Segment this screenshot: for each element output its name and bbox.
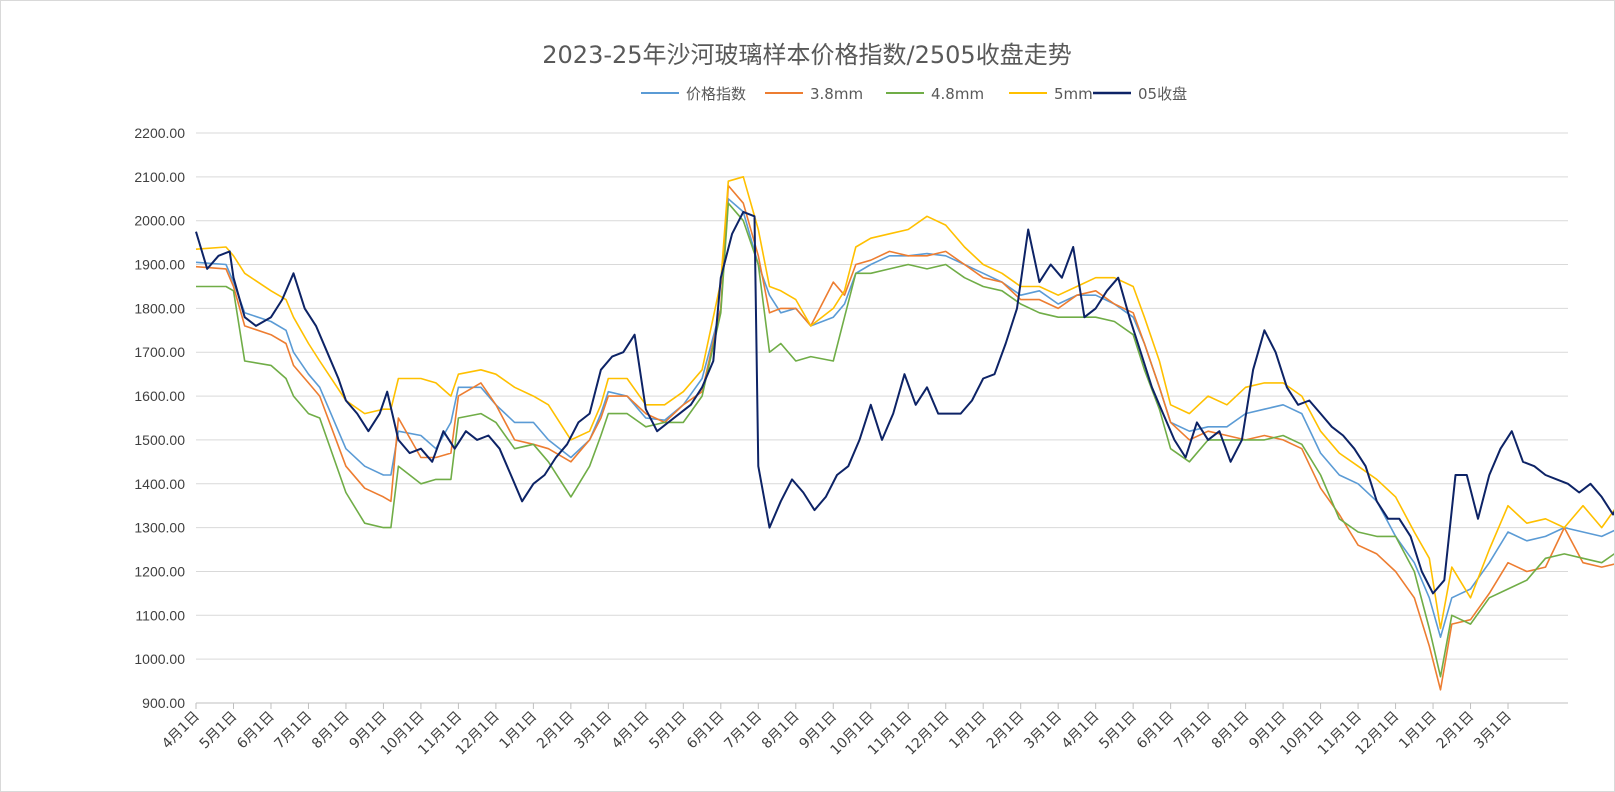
x-tick-label: 6月1日 xyxy=(684,709,728,753)
x-tick-label: 4月1日 xyxy=(1059,709,1103,753)
y-tick-label: 1000.00 xyxy=(134,651,185,667)
x-tick-label: 5月1日 xyxy=(646,709,690,753)
x-tick-label: 2月1日 xyxy=(534,709,578,753)
x-tick-label: 4月1日 xyxy=(609,709,653,753)
x-tick-label: 1月1日 xyxy=(496,709,540,753)
y-tick-label: 2000.00 xyxy=(134,213,185,229)
x-tick-label: 7月1日 xyxy=(1171,709,1215,753)
legend-label-2: 4.8mm xyxy=(931,85,984,103)
x-tick-label: 6月1日 xyxy=(234,709,278,753)
x-tick-label: 1月1日 xyxy=(1396,709,1440,753)
y-tick-label: 1900.00 xyxy=(134,257,185,273)
x-tick-label: 5月1日 xyxy=(1096,709,1140,753)
y-tick-label: 1500.00 xyxy=(134,432,185,448)
x-tick-label: 8月1日 xyxy=(1209,709,1253,753)
x-tick-label: 7月1日 xyxy=(721,709,765,753)
x-tick-label: 2月1日 xyxy=(984,709,1028,753)
y-tick-label: 1600.00 xyxy=(134,388,185,404)
x-tick-label: 2月1日 xyxy=(1434,709,1478,753)
legend-label-1: 3.8mm xyxy=(810,85,863,103)
x-tick-label: 8月1日 xyxy=(309,709,353,753)
y-tick-label: 900.00 xyxy=(142,695,185,711)
x-axis-ticks: 4月1日5月1日6月1日7月1日8月1日9月1日10月1日11月1日12月1日1… xyxy=(159,703,1515,759)
chart-legend: 价格指数 3.8mm 4.8mm 5mm 05收盘 xyxy=(641,85,1187,103)
y-tick-label: 2100.00 xyxy=(134,169,185,185)
legend-label-0: 价格指数 xyxy=(686,85,746,103)
series-line-4 xyxy=(195,210,1614,595)
x-tick-label: 3月1日 xyxy=(571,709,615,753)
series-line-3 xyxy=(195,176,1614,630)
y-axis-ticks: 900.00 1000.00 1100.00 1200.00 1300.00 1400.0… xyxy=(134,125,185,711)
x-tick-label: 8月1日 xyxy=(759,709,803,753)
x-tick-label: 7月1日 xyxy=(272,709,316,753)
y-tick-label: 2200.00 xyxy=(134,125,185,141)
y-tick-label: 1200.00 xyxy=(134,563,185,579)
x-tick-label: 5月1日 xyxy=(197,709,241,753)
x-tick-label: 3月1日 xyxy=(1471,709,1515,753)
x-tick-label: 6月1日 xyxy=(1134,709,1178,753)
series-lines xyxy=(195,176,1614,691)
gridlines xyxy=(195,132,1568,709)
series-line-1 xyxy=(195,184,1614,691)
y-tick-label: 1400.00 xyxy=(134,476,185,492)
legend-label-4: 05收盘 xyxy=(1138,85,1187,103)
x-tick-label: 3月1日 xyxy=(1021,709,1065,753)
legend-label-3: 5mm xyxy=(1054,85,1093,103)
y-tick-label: 1800.00 xyxy=(134,300,185,316)
chart-title: 2023-25年沙河玻璃样本价格指数/2505收盘走势 xyxy=(542,41,1071,69)
x-tick-label: 1月1日 xyxy=(946,709,990,753)
series-line-2 xyxy=(196,202,1614,678)
y-tick-label: 1300.00 xyxy=(134,520,185,536)
y-tick-label: 1100.00 xyxy=(135,607,185,623)
y-tick-label: 1700.00 xyxy=(134,344,185,360)
x-tick-label: 4月1日 xyxy=(159,709,203,753)
